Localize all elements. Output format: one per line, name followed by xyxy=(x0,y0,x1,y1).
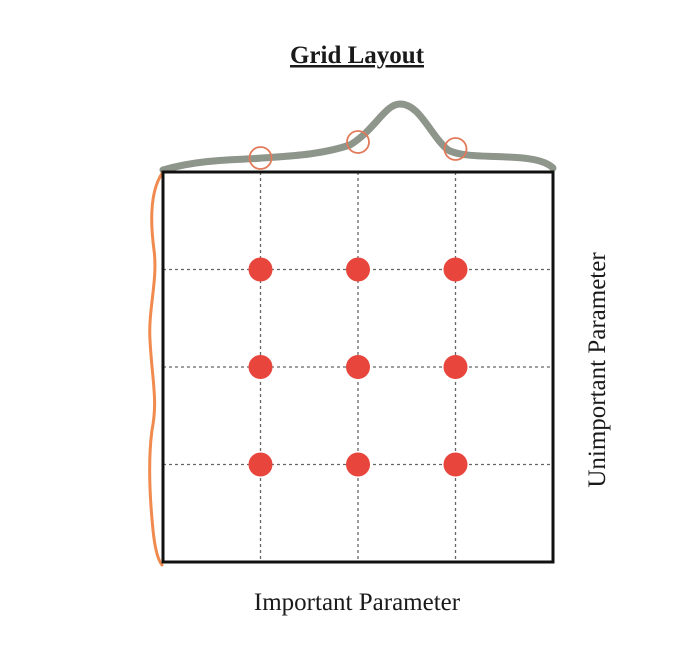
y-axis-label: Unimportant Parameter xyxy=(584,252,611,488)
projection-marker xyxy=(346,130,370,154)
projection-marker xyxy=(248,146,273,170)
top-marginal-curve xyxy=(159,100,557,174)
sample-point xyxy=(346,355,370,379)
parameter-space-frame xyxy=(161,170,555,564)
sample-point xyxy=(346,257,370,282)
diagram-title: Grid Layout xyxy=(290,42,425,69)
sample-point xyxy=(443,257,468,282)
sample-point xyxy=(248,355,273,379)
sample-point xyxy=(443,355,468,379)
sample-point xyxy=(248,257,273,282)
sample-point xyxy=(346,452,370,477)
projection-markers xyxy=(248,130,468,170)
sample-point xyxy=(248,452,273,477)
projection-marker xyxy=(443,137,468,161)
left-marginal-curve xyxy=(148,170,165,567)
sample-point xyxy=(443,452,468,477)
x-axis-label: Important Parameter xyxy=(254,589,461,616)
sample-points xyxy=(248,257,468,477)
